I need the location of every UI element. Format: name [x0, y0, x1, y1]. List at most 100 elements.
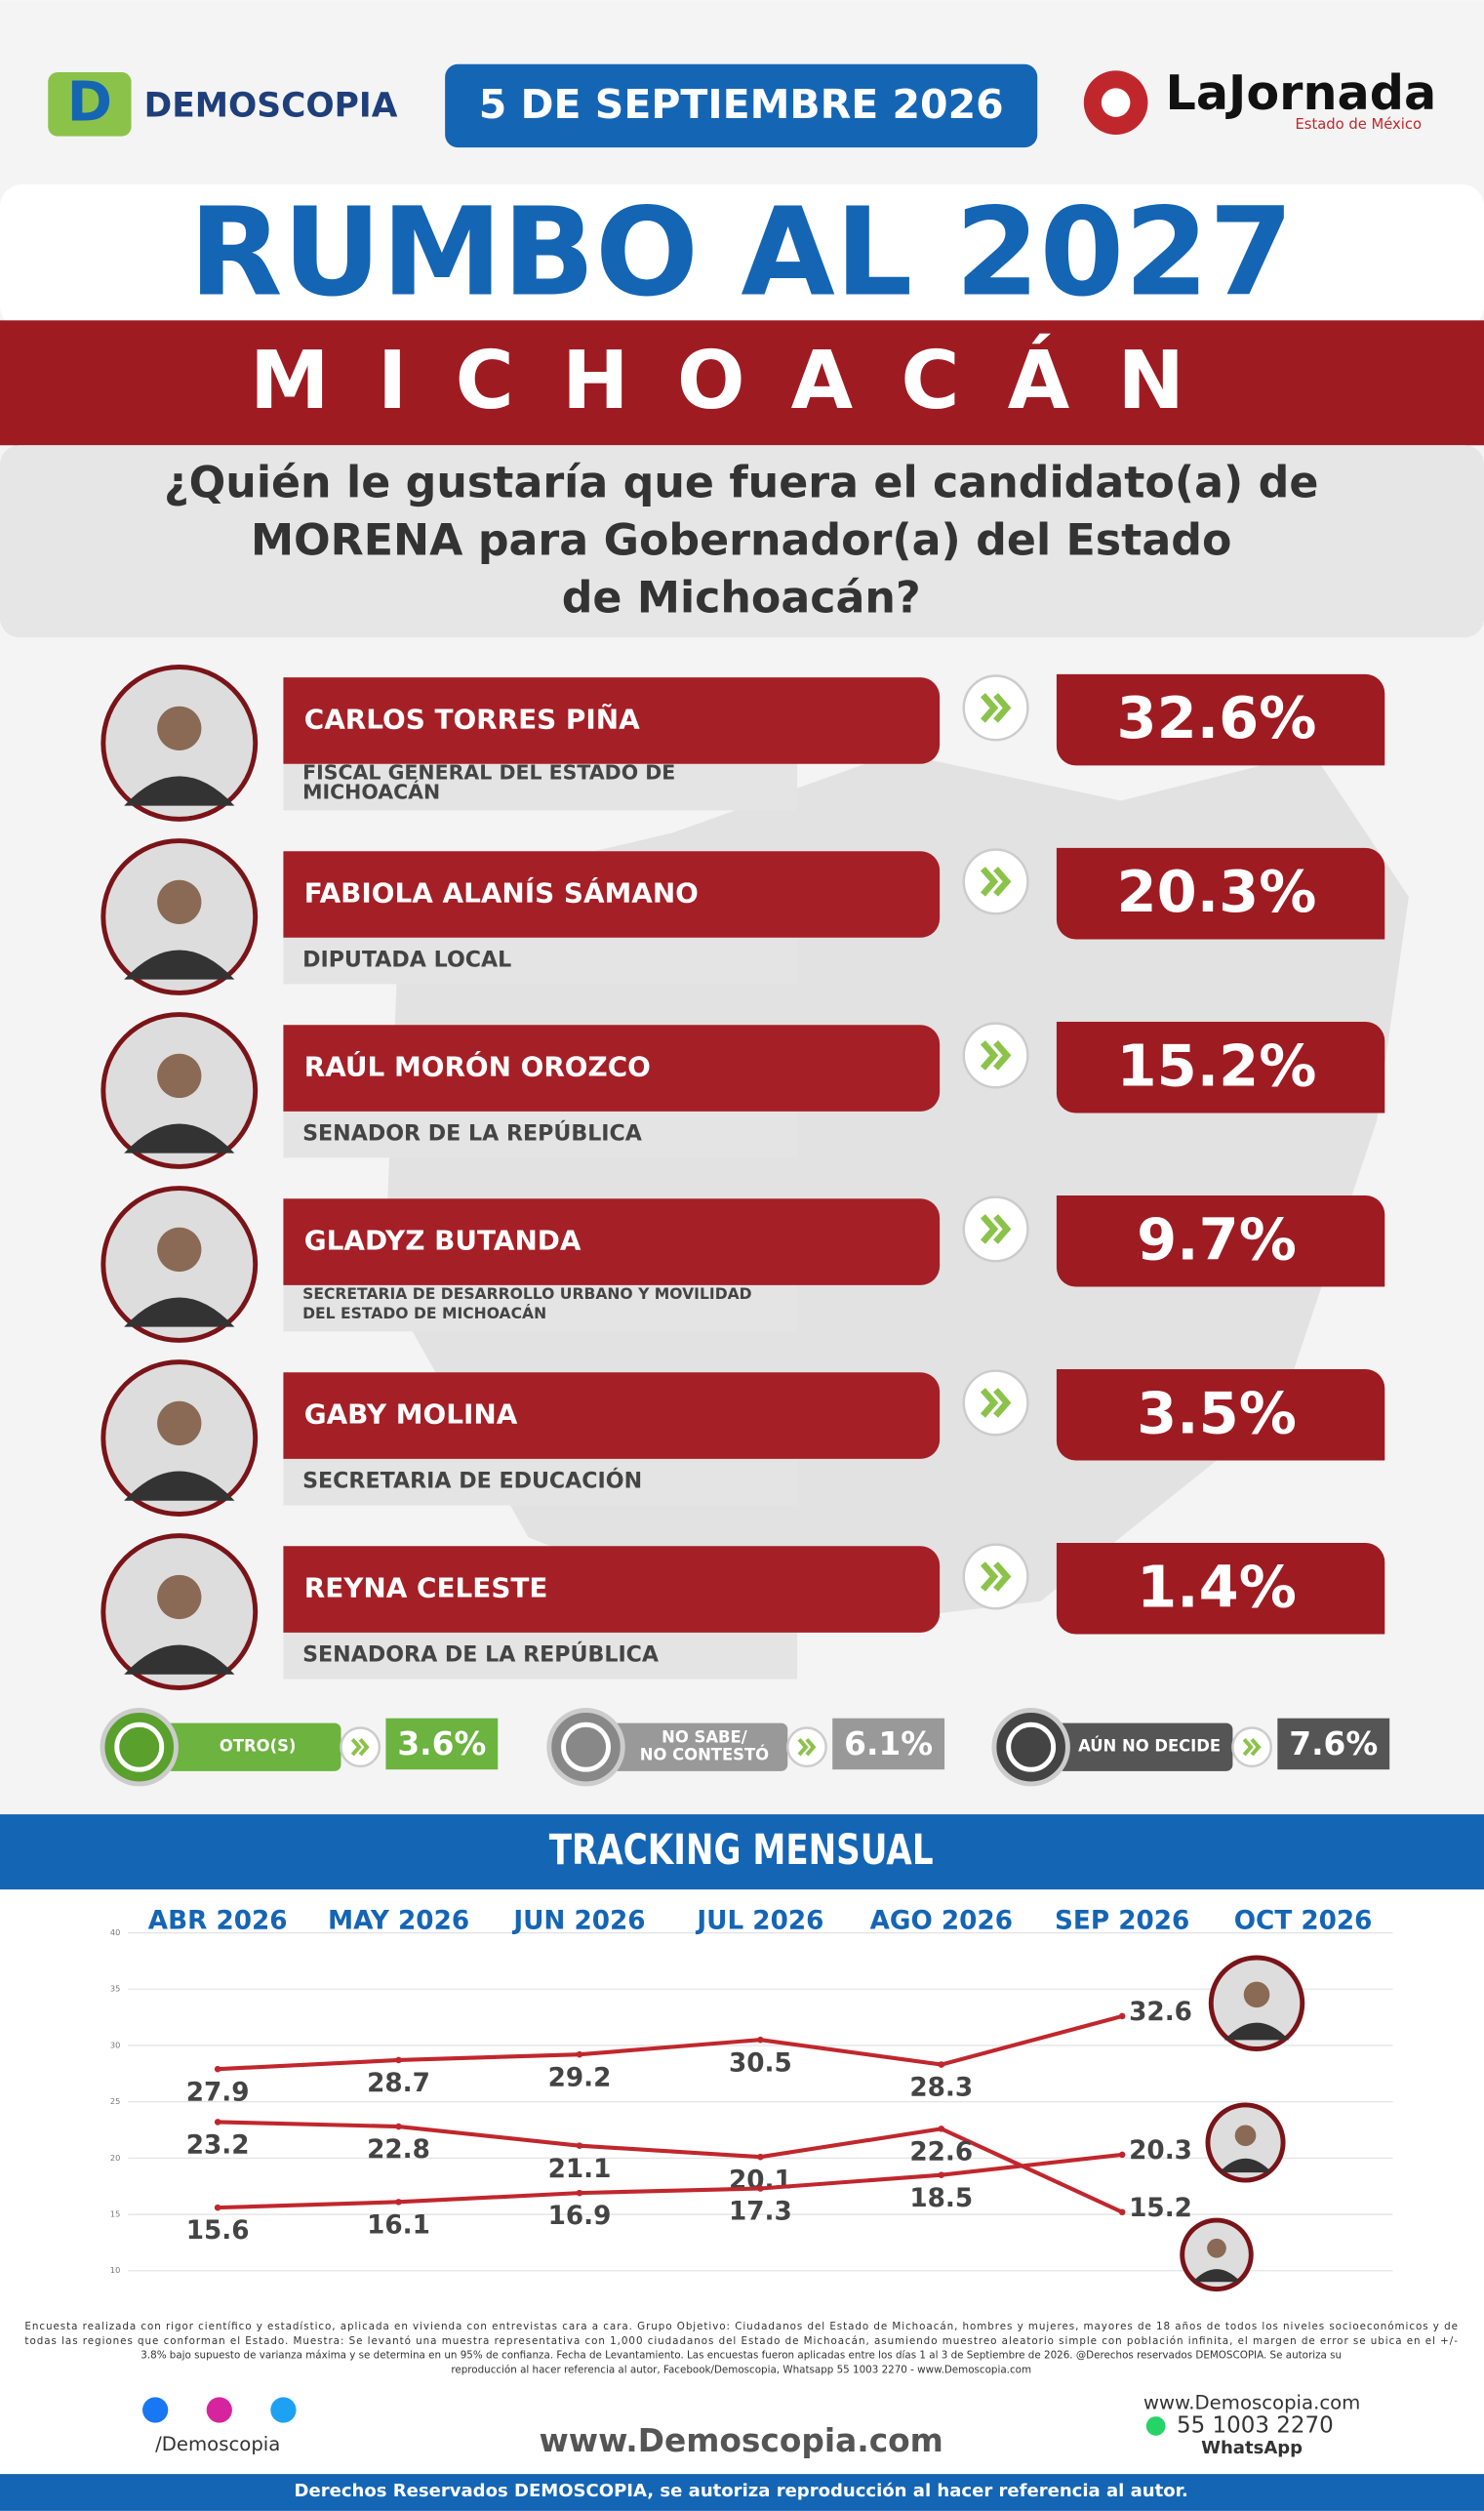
photo-head	[157, 1227, 202, 1273]
x-tick-label: OCT 2026	[1234, 1907, 1373, 1936]
name-bar	[283, 1025, 941, 1112]
partner-logo-inner	[1101, 88, 1131, 117]
y-tick-label: 20	[110, 2153, 120, 2163]
question-line: ¿Quién le gustaría que fuera el candidat…	[164, 458, 1318, 507]
date: 5 DE SEPTIEMBRE 2026	[479, 81, 1004, 128]
candidate-result: 3.5%	[1137, 1379, 1297, 1446]
result-box	[1056, 1543, 1385, 1635]
candidates: CARLOS TORRES PIÑA FISCAL GENERAL DEL EST…	[100, 665, 1385, 1690]
candidate-result: 1.4%	[1137, 1553, 1297, 1620]
role-bar	[283, 926, 798, 985]
series-point	[757, 2185, 764, 2192]
other-icon	[546, 1708, 625, 1787]
series-point	[395, 2123, 402, 2130]
photo-head	[157, 1574, 202, 1620]
data-label: 27.9	[186, 2078, 250, 2107]
phone-label: WhatsApp	[1201, 2438, 1303, 2458]
photo-body	[124, 1297, 235, 1327]
photo-head	[1234, 2125, 1257, 2147]
arrow	[980, 1388, 1012, 1418]
footer-note: reproducción al hacer referencia al auto…	[451, 2364, 1031, 2375]
name-bar	[283, 677, 941, 764]
question-box	[0, 445, 1484, 638]
data-label: 18.5	[909, 2184, 973, 2213]
other-label-box	[611, 1722, 788, 1771]
series-line	[218, 2152, 1123, 2210]
series-line	[218, 2013, 1123, 2072]
data-label: 16.1	[367, 2210, 430, 2240]
candidate-name: REYNA CELESTE	[304, 1572, 548, 1604]
other-result: 7.6%	[1289, 1725, 1378, 1762]
photo-body	[124, 1644, 235, 1675]
candidate-name: CARLOS TORRES PIÑA	[304, 702, 640, 735]
data-label: 29.2	[548, 2063, 612, 2092]
data-label: 16.9	[548, 2202, 612, 2231]
footer-note: Encuesta realizada con rigor científico …	[24, 2321, 1457, 2332]
candidate-name: RAÚL MORÓN OROZCO	[304, 1050, 651, 1083]
other-label: OTRO(S)	[220, 1737, 296, 1756]
result-box	[1056, 1368, 1385, 1461]
title-box	[0, 183, 1484, 329]
series-point	[214, 2119, 221, 2126]
photo-body	[1219, 2158, 1272, 2173]
phone: 55 1003 2270	[1177, 2412, 1334, 2438]
series-point	[576, 2050, 583, 2058]
data-label: 32.6	[1129, 1998, 1192, 2027]
candidate-role: SECRETARIA DE EDUCACIÓN	[302, 1466, 642, 1493]
data-label: 28.3	[909, 2074, 973, 2103]
arrow	[1242, 1738, 1262, 1757]
result-box	[1056, 847, 1385, 940]
social-icon	[206, 2397, 232, 2423]
candidate-role: SENADOR DE LA REPÚBLICA	[302, 1118, 643, 1146]
photo-head	[157, 1400, 202, 1446]
x-tick-label: MAY 2026	[328, 1907, 469, 1936]
y-tick-label: 15	[110, 2209, 120, 2219]
series-point	[757, 2036, 764, 2044]
partner: LaJornada	[1165, 64, 1436, 121]
other-result-box	[385, 1718, 499, 1770]
series-point	[757, 2153, 764, 2161]
y-tick-label: 25	[110, 2096, 120, 2106]
series-point	[1118, 2012, 1126, 2020]
other-icon-inner	[1006, 1721, 1057, 1772]
series-point	[395, 2056, 402, 2064]
name-bar	[283, 1198, 941, 1285]
photo-head	[157, 706, 202, 750]
photo-head	[157, 1053, 202, 1099]
other-label-box	[1056, 1722, 1233, 1771]
site: www.Demoscopia.com	[539, 2422, 943, 2459]
series-line	[218, 2120, 1124, 2214]
partner-sub: Estado de México	[1295, 116, 1422, 133]
other-icon-inner	[114, 1721, 165, 1772]
series-point	[938, 2126, 945, 2132]
photo-head	[1243, 1981, 1270, 2008]
photo-body	[1192, 2269, 1241, 2283]
tracking-chart: 10 15 20 25 30 35 40 ABR 2026 MAY 2026 JUN 2026 JU…	[110, 1907, 1393, 2292]
candidate-role: SENADORA DE LA REPÚBLICA	[302, 1640, 660, 1667]
name-bar	[283, 851, 941, 938]
data-label: 20.3	[1129, 2136, 1192, 2166]
footer-note: 3.8% bajo supuesto de varianza máxima y …	[140, 2350, 1342, 2362]
other-label: NO CONTESTÓ	[640, 1746, 769, 1764]
rights: Derechos Reservados DEMOSCOPIA, se autor…	[295, 2481, 1188, 2501]
other-result: 3.6%	[397, 1725, 486, 1762]
data-label: 22.6	[909, 2137, 973, 2167]
arrow	[980, 867, 1012, 897]
arrow	[980, 1040, 1012, 1071]
series-point	[214, 2065, 221, 2073]
title: RUMBO AL 2027	[189, 182, 1294, 324]
arrow	[980, 693, 1012, 723]
arrow	[797, 1738, 817, 1757]
other-label-box	[165, 1722, 341, 1771]
social-icon	[270, 2397, 297, 2423]
photo-body	[124, 950, 235, 980]
other-icon	[991, 1708, 1070, 1787]
series-point	[576, 2189, 583, 2197]
series-point	[938, 2171, 945, 2178]
photo-head	[157, 879, 202, 925]
candidate-result: 9.7%	[1137, 1205, 1297, 1273]
name-bar	[283, 1372, 941, 1459]
data-label: 15.6	[186, 2216, 250, 2246]
data-label: 28.7	[367, 2069, 430, 2098]
